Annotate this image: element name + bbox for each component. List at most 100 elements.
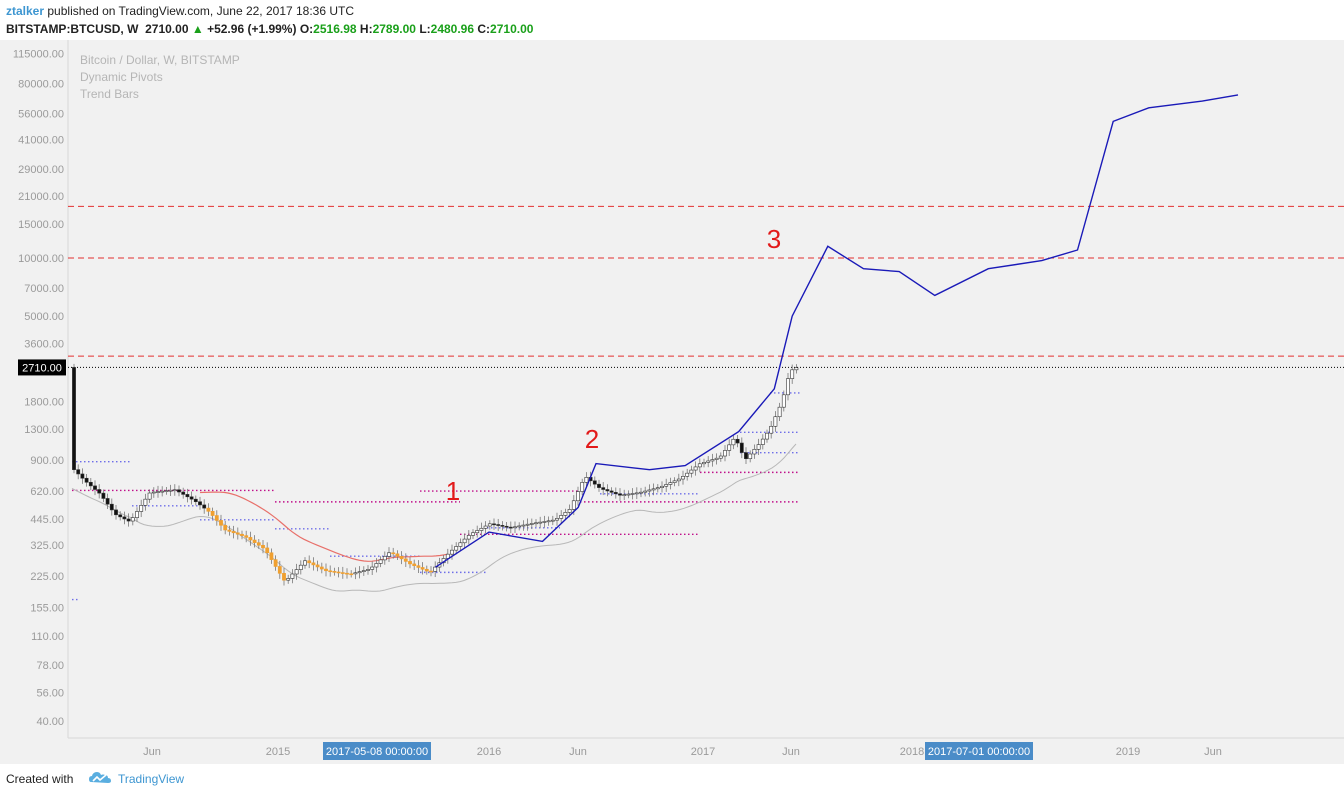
x-highlight-box xyxy=(925,742,1033,760)
candle-body xyxy=(697,463,702,468)
candle xyxy=(643,486,648,497)
candle xyxy=(513,521,517,533)
candle xyxy=(508,521,513,534)
candle xyxy=(651,483,656,496)
candle xyxy=(744,447,748,465)
candle-body xyxy=(794,367,799,371)
candle-body xyxy=(378,559,383,564)
candle xyxy=(630,488,635,500)
candle-body xyxy=(597,483,601,488)
candle xyxy=(319,562,324,574)
candle xyxy=(660,481,664,493)
candle-body xyxy=(282,573,286,581)
x-highlight-date: 2017-05-08 00:00:00 xyxy=(323,742,431,760)
candle-body xyxy=(261,544,265,549)
candle-body xyxy=(475,530,480,534)
candle-body xyxy=(403,558,408,562)
candle xyxy=(672,477,677,487)
candle-body xyxy=(408,561,412,565)
candle-body xyxy=(130,517,135,522)
candle-body xyxy=(723,450,727,457)
candle xyxy=(655,484,660,493)
candle xyxy=(88,478,93,491)
candle xyxy=(244,530,249,543)
candle-body xyxy=(424,568,429,572)
candle xyxy=(168,484,173,496)
publish-line: ztalker published on TradingView.com, Ju… xyxy=(6,4,354,18)
candle xyxy=(227,525,232,536)
y-tick-labels: 115000.00 80000.00 56000.00 41000.00 29000.0… xyxy=(13,48,64,728)
y-tick-label: 115000.00 xyxy=(13,48,64,60)
low-value: 2480.96 xyxy=(430,22,475,36)
candle xyxy=(760,434,765,450)
candle-body xyxy=(773,416,778,427)
y-tick-label: 1800.00 xyxy=(24,397,64,409)
candle xyxy=(240,530,244,540)
projection-series-line xyxy=(435,94,1239,568)
candle-body xyxy=(420,567,425,570)
candle xyxy=(151,487,156,498)
candle xyxy=(189,491,194,505)
candle-body xyxy=(559,515,564,519)
x-highlight-label: 2017-07-01 00:00:00 xyxy=(928,746,1030,758)
candle-body xyxy=(97,489,102,494)
candle xyxy=(231,525,236,539)
current-price-label: 2710.00 xyxy=(22,362,62,374)
candle xyxy=(412,559,417,570)
candle-body xyxy=(181,491,186,495)
candle xyxy=(252,535,257,548)
candle xyxy=(345,568,349,579)
candle xyxy=(160,486,165,497)
candle xyxy=(265,542,270,559)
candle-body xyxy=(601,487,606,490)
candle xyxy=(786,373,790,401)
candle xyxy=(689,465,694,478)
candle-body xyxy=(311,562,316,566)
candle-body xyxy=(235,532,240,535)
candle-body xyxy=(739,442,744,453)
candle-body xyxy=(508,526,513,529)
candle-body xyxy=(777,406,782,418)
candle-body xyxy=(172,489,177,492)
y-tick-label: 7000.00 xyxy=(24,283,64,295)
candle xyxy=(504,521,509,532)
candle-body xyxy=(760,438,765,445)
open-label: O: xyxy=(299,22,314,36)
candle xyxy=(618,488,622,501)
candle xyxy=(332,567,337,576)
y-tick-label: 41000.00 xyxy=(18,135,64,147)
candle-body xyxy=(231,531,236,534)
candle xyxy=(433,561,438,578)
candle-body xyxy=(156,491,160,493)
candle-body xyxy=(676,478,681,482)
high-label: H: xyxy=(359,22,373,36)
candle-body xyxy=(319,566,324,570)
price-chart[interactable]: 115000.00 80000.00 56000.00 41000.00 29000.0… xyxy=(0,40,1344,764)
y-tick-label: 325.00 xyxy=(30,540,64,552)
candle-body xyxy=(718,455,723,459)
candle-body xyxy=(626,493,631,496)
published-text: published on TradingView.com, June 22, 2… xyxy=(47,4,355,18)
candle-body xyxy=(399,556,404,560)
candle xyxy=(139,499,144,518)
candle-body xyxy=(517,525,522,528)
tradingview-brand[interactable]: TradingView xyxy=(118,772,185,786)
x-tick-label: Jun xyxy=(1204,746,1222,758)
candle xyxy=(500,521,505,531)
candle xyxy=(105,493,110,510)
chart-svg[interactable]: 115000.0080000.0056000.0041000.0029000.0… xyxy=(0,40,1344,764)
candle xyxy=(210,507,215,520)
candle xyxy=(235,527,240,540)
candle-body xyxy=(340,572,345,574)
author-link[interactable]: ztalker xyxy=(6,4,45,18)
candle-body xyxy=(93,485,97,490)
candle xyxy=(769,420,774,439)
symbol-line: BITSTAMP:BTCUSD, W 2710.00 ▲ +52.96 (+1.… xyxy=(6,22,533,36)
candle xyxy=(676,473,681,487)
candle xyxy=(172,484,177,496)
candle xyxy=(84,473,89,487)
candle xyxy=(466,530,471,545)
candle-body xyxy=(315,564,320,568)
candle-body xyxy=(513,526,517,529)
candle-body xyxy=(550,519,555,522)
